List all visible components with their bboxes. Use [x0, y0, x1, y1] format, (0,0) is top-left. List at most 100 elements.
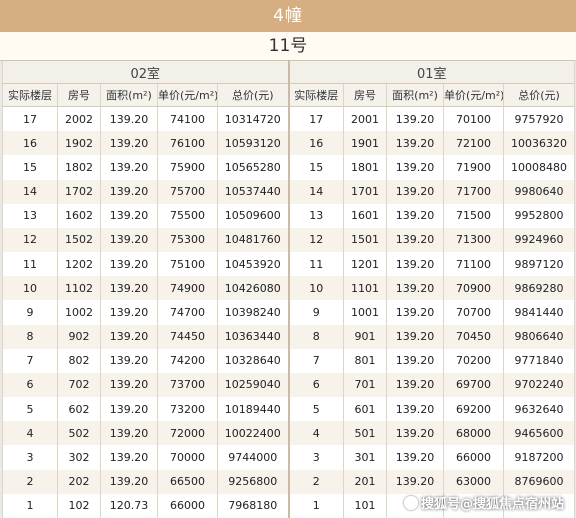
table-row: 6 702 139.20 73700 10259040 6 701 139.20 69700 97…	[2, 372, 576, 398]
table-cell-left: 73700	[157, 372, 218, 398]
table-cell-left: 1902	[57, 131, 101, 156]
table-cell-left: 10509600	[216, 203, 290, 228]
table-cell-right: 139.20	[386, 324, 445, 349]
table-cell-left: 15	[2, 155, 58, 180]
table-cell-left: 74100	[157, 106, 218, 132]
table-cell-left: 139.20	[100, 155, 158, 180]
table-cell-left: 6	[2, 372, 58, 398]
table-cell-left: 139.20	[100, 348, 158, 373]
table-cell-left: 7968180	[216, 493, 290, 518]
table-cell-right: 1	[287, 493, 345, 518]
watermark: 搜狐号@搜狐焦点宿州站	[403, 493, 564, 512]
table-cell-right: 16	[287, 131, 345, 156]
room-header-right: 01室	[287, 60, 576, 84]
table-cell-left: 102	[57, 493, 101, 518]
table-cell-left: 139.20	[100, 421, 158, 446]
table-cell-right: 9869280	[503, 276, 576, 301]
table-cell-right: 139.20	[386, 106, 445, 132]
table-cell-right: 139.20	[386, 276, 445, 301]
table-cell-right: 139.20	[386, 348, 445, 373]
column-header-right: 实际楼层	[287, 83, 345, 107]
table-cell-left: 3	[2, 445, 58, 470]
table-cell-right: 801	[343, 348, 388, 373]
table-cell-right: 139.20	[386, 469, 445, 494]
table-cell-left: 1202	[57, 252, 101, 277]
table-cell-right: 2001	[343, 106, 388, 132]
table-row: 15 1802 139.20 75900 10565280 15 1801 139.20 719…	[2, 155, 576, 180]
table-cell-right: 139.20	[386, 252, 445, 277]
column-header-left: 单价(元/m²)	[157, 83, 218, 107]
table-cell-right: 9924960	[503, 227, 576, 253]
column-header-right: 单价(元/m²)	[443, 83, 505, 107]
table-row: 3 302 139.20 70000 9744000 3 301 139.20 66000 918…	[2, 445, 576, 470]
table-cell-left: 139.20	[100, 300, 158, 325]
table-cell-left: 74450	[157, 324, 218, 349]
table-cell-right: 9465600	[503, 421, 576, 446]
table-cell-right: 201	[343, 469, 388, 494]
table-cell-right: 139.20	[386, 203, 445, 228]
table-cell-left: 12	[2, 227, 58, 253]
table-cell-left: 10426080	[216, 276, 290, 301]
table-cell-left: 139.20	[100, 397, 158, 422]
table-cell-left: 2	[2, 469, 58, 494]
table-cell-right: 139.20	[386, 372, 445, 398]
table-cell-right: 69700	[443, 372, 505, 398]
table-cell-right: 70900	[443, 276, 505, 301]
table-cell-right: 10	[287, 276, 345, 301]
table-cell-left: 9744000	[216, 445, 290, 470]
table-row: 9 1002 139.20 74700 10398240 9 1001 139.20 70700…	[2, 300, 576, 325]
table-cell-left: 10537440	[216, 179, 290, 204]
table-cell-right: 70200	[443, 348, 505, 373]
table-cell-left: 4	[2, 421, 58, 446]
table-cell-right: 1001	[343, 300, 388, 325]
table-cell-left: 10565280	[216, 155, 290, 180]
table-cell-right: 901	[343, 324, 388, 349]
table-cell-right: 13	[287, 203, 345, 228]
table-row: 11 1202 139.20 75100 10453920 11 1201 139.20 711…	[2, 252, 576, 277]
table-cell-right: 139.20	[386, 179, 445, 204]
column-header-right: 总价(元)	[503, 83, 576, 107]
table-cell-right: 10036320	[503, 131, 576, 156]
table-row: 17 2002 139.20 74100 10314720 17 2001 139.20 701…	[2, 106, 576, 132]
table-row: 14 1702 139.20 75700 10537440 14 1701 139.20 717…	[2, 179, 576, 204]
table-cell-right: 71100	[443, 252, 505, 277]
table-cell-left: 75700	[157, 179, 218, 204]
table-cell-right: 9187200	[503, 445, 576, 470]
table-cell-left: 66500	[157, 469, 218, 494]
table-cell-left: 9256800	[216, 469, 290, 494]
table-cell-left: 70000	[157, 445, 218, 470]
table-cell-right: 72100	[443, 131, 505, 156]
table-cell-right: 15	[287, 155, 345, 180]
table-cell-right	[443, 493, 505, 518]
column-header-left: 面积(m²)	[100, 83, 158, 107]
watermark-text: 搜狐号@搜狐焦点宿州站	[420, 497, 564, 512]
table-cell-left: 10022400	[216, 421, 290, 446]
table-cell-left: 139.20	[100, 131, 158, 156]
room-header-left: 02室	[1, 60, 290, 84]
table-cell-right: 7	[287, 348, 345, 373]
table-cell-right: 139.20	[386, 445, 445, 470]
table-cell-right: 71900	[443, 155, 505, 180]
table-cell-left: 10259040	[216, 372, 290, 398]
table-cell-right: 70700	[443, 300, 505, 325]
table-row: 10 1102 139.20 74900 10426080 10 1101 139.20 709…	[2, 276, 576, 301]
table-cell-right	[503, 493, 576, 518]
table-cell-right: 9702240	[503, 372, 576, 398]
table-cell-right: 139.20	[386, 300, 445, 325]
table-cell-left: 10189440	[216, 397, 290, 422]
table-cell-left: 139.20	[100, 372, 158, 398]
column-header-left: 实际楼层	[2, 83, 58, 107]
table-cell-right: 601	[343, 397, 388, 422]
table-cell-left: 10398240	[216, 300, 290, 325]
table-row: 1 102 120.73 66000 7968180 1 101	[2, 493, 576, 518]
table-cell-left: 74700	[157, 300, 218, 325]
table-row: 13 1602 139.20 75500 10509600 13 1601 139.20 715…	[2, 203, 576, 228]
table-row: 16 1902 139.20 76100 10593120 16 1901 139.20 721…	[2, 131, 576, 156]
table-cell-right: 1801	[343, 155, 388, 180]
table-cell-right: 6	[287, 372, 345, 398]
table-cell-right: 9980640	[503, 179, 576, 204]
table-cell-right: 3	[287, 445, 345, 470]
table-cell-right: 9806640	[503, 324, 576, 349]
table-cell-right: 71500	[443, 203, 505, 228]
table-cell-left: 602	[57, 397, 101, 422]
